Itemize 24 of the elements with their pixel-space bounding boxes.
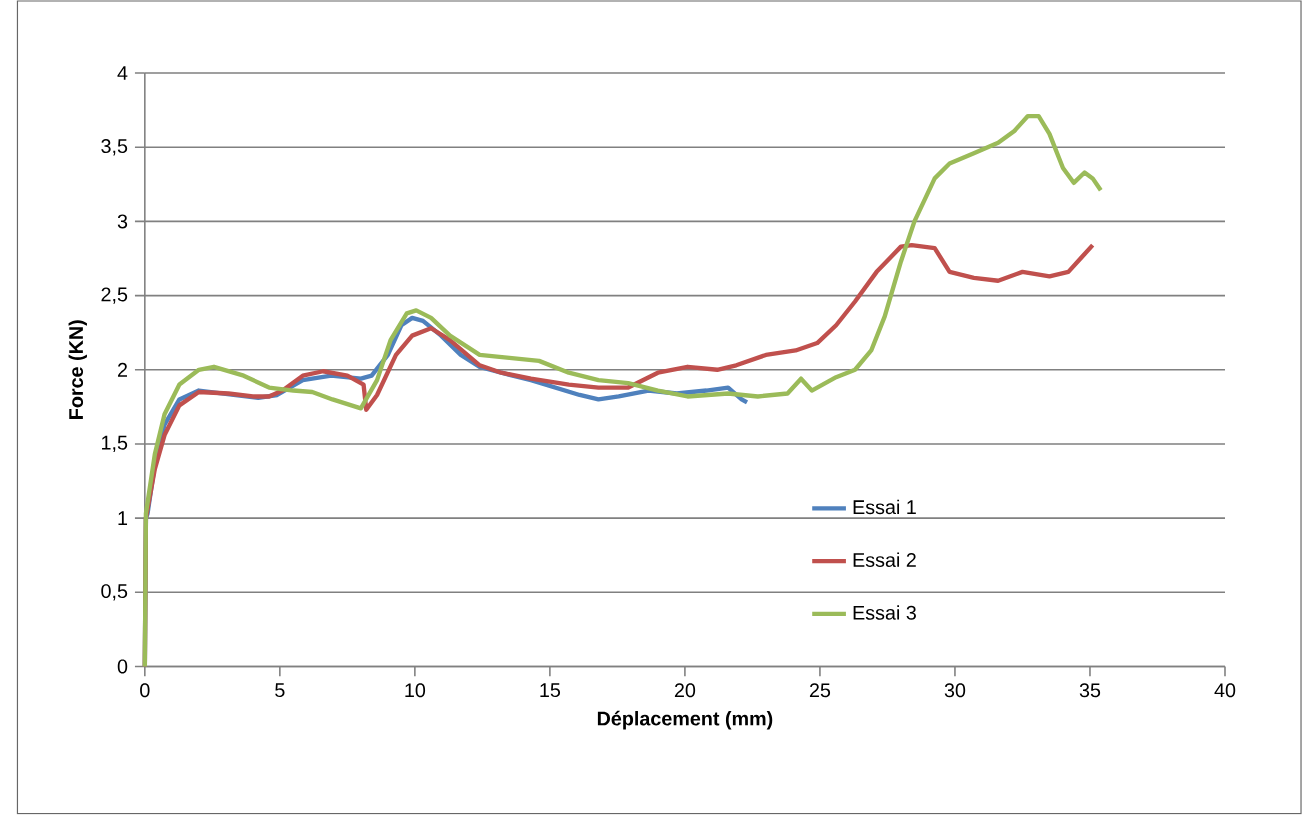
y-tick-label: 2	[117, 363, 127, 377]
y-tick-label: 0	[117, 659, 128, 674]
x-tick-label: 20	[674, 683, 696, 698]
y-tick-label: 2,5	[101, 287, 128, 304]
x-tick-label: 25	[809, 683, 831, 698]
y-tick-label: 1,5	[102, 436, 128, 453]
x-axis-title: Déplacement (mm)	[597, 711, 773, 730]
y-axis-title: Force (KN)	[68, 320, 87, 420]
y-tick-label: 1	[118, 511, 128, 526]
y-tick-label: 3	[117, 214, 128, 229]
x-tick-label: 40	[1214, 683, 1236, 698]
x-tick-label: 15	[540, 683, 561, 698]
x-tick-label: 5	[275, 683, 285, 698]
x-tick-label: 10	[405, 683, 426, 698]
legend-label: Essai 3	[853, 605, 916, 620]
line-series	[142, 114, 1103, 669]
x-tick-label: 30	[944, 683, 966, 698]
x-tick-label: 0	[140, 683, 150, 698]
x-tick-label: 35	[1079, 683, 1101, 698]
y-tick-label: 0,5	[101, 584, 128, 601]
y-tick-label: 3,5	[101, 139, 128, 156]
legend-label: Essai 2	[853, 552, 916, 568]
y-tick-label: 4	[117, 66, 128, 81]
legend-label: Essai 1	[853, 499, 916, 515]
